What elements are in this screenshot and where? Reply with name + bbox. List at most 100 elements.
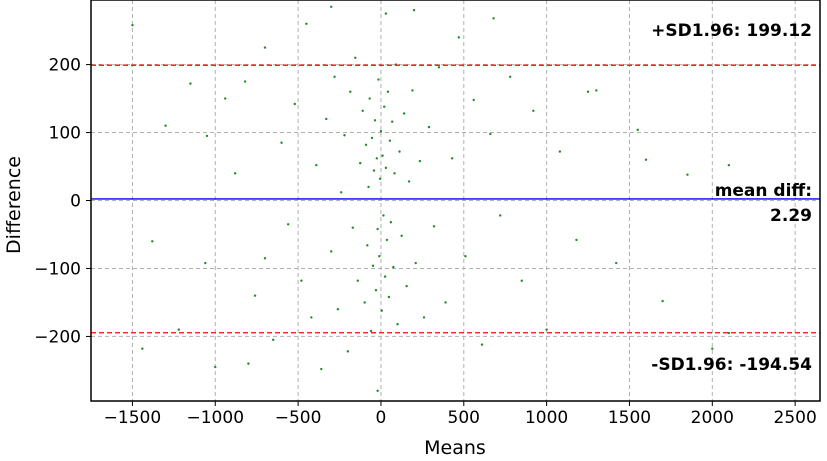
scatter-point bbox=[286, 223, 290, 226]
scatter-point bbox=[351, 226, 354, 229]
scatter-point bbox=[686, 173, 689, 176]
mean-diff-label-line2: 2.29 bbox=[770, 206, 812, 226]
scatter-point bbox=[489, 132, 492, 136]
lower-limit-label: -SD1.96: -194.54 bbox=[651, 355, 812, 375]
scatter-point bbox=[263, 257, 267, 260]
x-tick-label: 500 bbox=[448, 408, 480, 428]
scatter-point bbox=[380, 309, 383, 312]
x-axis-ticks: −1500 −1000 −500 0 500 1000 1500 2000 2500 bbox=[104, 401, 817, 428]
scatter-point bbox=[247, 362, 250, 365]
scatter-point bbox=[233, 172, 237, 175]
scatter-point bbox=[376, 389, 379, 393]
scatter-point bbox=[405, 284, 408, 288]
scatter-point bbox=[383, 105, 386, 108]
scatter-point bbox=[392, 265, 395, 269]
scatter-point bbox=[407, 180, 411, 183]
scatter-point bbox=[177, 328, 181, 331]
scatter-point bbox=[396, 322, 399, 326]
scatter-point bbox=[243, 80, 247, 83]
y-tick-label: 100 bbox=[49, 124, 81, 144]
scatter-point bbox=[356, 279, 359, 282]
x-tick-label: −1000 bbox=[187, 408, 245, 428]
scatter-point bbox=[411, 89, 414, 92]
scatter-point bbox=[189, 82, 192, 85]
scatter-point bbox=[377, 78, 380, 81]
scatter-point bbox=[398, 150, 401, 153]
x-tick-label: 1500 bbox=[608, 408, 651, 428]
scatter-point bbox=[644, 158, 648, 161]
reference-lines bbox=[91, 64, 820, 334]
scatter-point bbox=[412, 8, 416, 12]
scatter-point bbox=[727, 331, 731, 335]
y-tick-label: 0 bbox=[70, 192, 81, 212]
scatter-point bbox=[131, 23, 134, 27]
scatter-point bbox=[214, 365, 217, 369]
scatter-point bbox=[339, 191, 343, 194]
scatter-point bbox=[437, 66, 441, 69]
scatter-point bbox=[414, 261, 417, 265]
scatter-point bbox=[575, 238, 578, 242]
scatter-point bbox=[402, 112, 406, 115]
scatter-point bbox=[371, 264, 375, 267]
scatter-point bbox=[164, 124, 167, 127]
scatter-point bbox=[320, 367, 323, 371]
scatter-point bbox=[293, 102, 296, 106]
scatter-point bbox=[388, 139, 392, 142]
scatter-point bbox=[205, 134, 209, 138]
scatter-point bbox=[379, 129, 383, 133]
scatter-point bbox=[359, 161, 362, 165]
scatter-point bbox=[280, 141, 283, 144]
scatter-point bbox=[391, 120, 394, 123]
scatter-point bbox=[457, 36, 461, 39]
x-axis-label: Means bbox=[424, 437, 486, 459]
x-tick-label: 1000 bbox=[525, 408, 568, 428]
scatter-point bbox=[305, 22, 308, 25]
scatter-point bbox=[253, 294, 257, 297]
y-axis-label: Difference bbox=[3, 156, 25, 254]
scatter-point bbox=[361, 109, 364, 112]
scatter-point bbox=[376, 227, 379, 231]
scatter-point bbox=[343, 134, 346, 137]
y-axis-ticks: −200 −100 0 100 200 bbox=[34, 56, 91, 347]
scatter-point bbox=[349, 90, 352, 93]
scatter-point bbox=[464, 255, 467, 258]
scatter-point bbox=[532, 109, 535, 112]
scatter-point bbox=[373, 119, 377, 122]
scatter-point bbox=[385, 238, 389, 242]
scatter-point bbox=[330, 250, 333, 253]
scatter-point bbox=[558, 150, 562, 153]
scatter-point bbox=[346, 350, 350, 353]
scatter-point bbox=[378, 255, 381, 258]
scatter-point bbox=[387, 295, 391, 299]
scatter-point bbox=[374, 289, 378, 292]
scatter-point bbox=[368, 97, 371, 100]
x-tick-label: −1500 bbox=[104, 408, 162, 428]
scatter-point bbox=[480, 343, 484, 346]
scatter-point bbox=[364, 143, 368, 146]
x-tick-label: 2500 bbox=[774, 408, 817, 428]
scatter-point bbox=[418, 159, 422, 163]
scatter-point bbox=[586, 90, 590, 93]
scatter-point bbox=[499, 214, 502, 217]
scatter-point bbox=[386, 90, 390, 93]
scatter-point bbox=[450, 157, 454, 160]
scatter-point bbox=[363, 301, 366, 304]
scatter-point bbox=[333, 75, 336, 79]
scatter-point bbox=[300, 279, 303, 282]
scatter-point bbox=[393, 172, 396, 175]
scatter-point bbox=[369, 329, 373, 333]
scatter-point bbox=[389, 221, 393, 224]
scatter-point bbox=[375, 157, 379, 160]
scatter-point bbox=[151, 240, 154, 243]
x-tick-label: 2000 bbox=[691, 408, 734, 428]
scatter-point bbox=[330, 5, 333, 8]
scatter-point bbox=[508, 75, 512, 79]
scatter-point bbox=[545, 328, 548, 331]
scatter-point bbox=[520, 279, 523, 282]
scatter-point bbox=[141, 347, 144, 350]
scatter-point bbox=[384, 12, 388, 15]
scatter-point bbox=[381, 154, 384, 157]
y-tick-label: −100 bbox=[34, 259, 81, 279]
scatter-point bbox=[432, 225, 436, 228]
